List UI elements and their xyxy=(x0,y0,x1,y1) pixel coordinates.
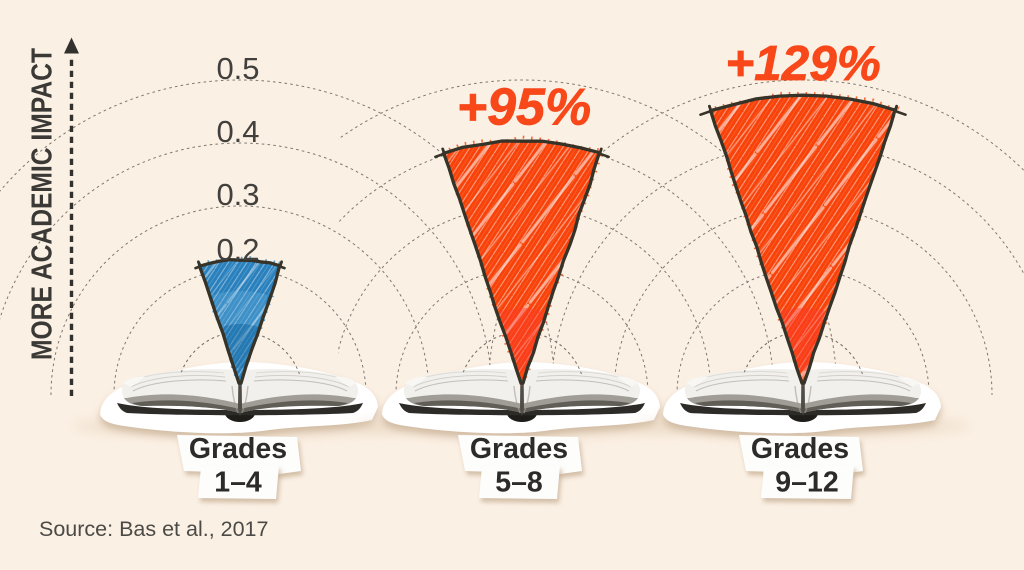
svg-text:1–4: 1–4 xyxy=(214,467,262,499)
svg-text:0.3: 0.3 xyxy=(216,177,259,212)
svg-text:+129%: +129% xyxy=(725,36,881,91)
svg-text:Grades: Grades xyxy=(470,433,568,465)
svg-text:0.4: 0.4 xyxy=(216,114,259,149)
svg-text:Grades: Grades xyxy=(751,433,849,465)
svg-text:Grades: Grades xyxy=(189,433,287,465)
svg-text:MORE ACADEMIC IMPACT: MORE ACADEMIC IMPACT xyxy=(27,48,59,360)
svg-text:0.5: 0.5 xyxy=(216,51,259,86)
svg-text:5–8: 5–8 xyxy=(495,467,543,499)
svg-text:+95%: +95% xyxy=(457,79,591,137)
svg-text:9–12: 9–12 xyxy=(775,467,838,499)
svg-text:0.2: 0.2 xyxy=(216,232,259,267)
svg-text:Source: Bas et al., 2017: Source: Bas et al., 2017 xyxy=(39,517,268,541)
